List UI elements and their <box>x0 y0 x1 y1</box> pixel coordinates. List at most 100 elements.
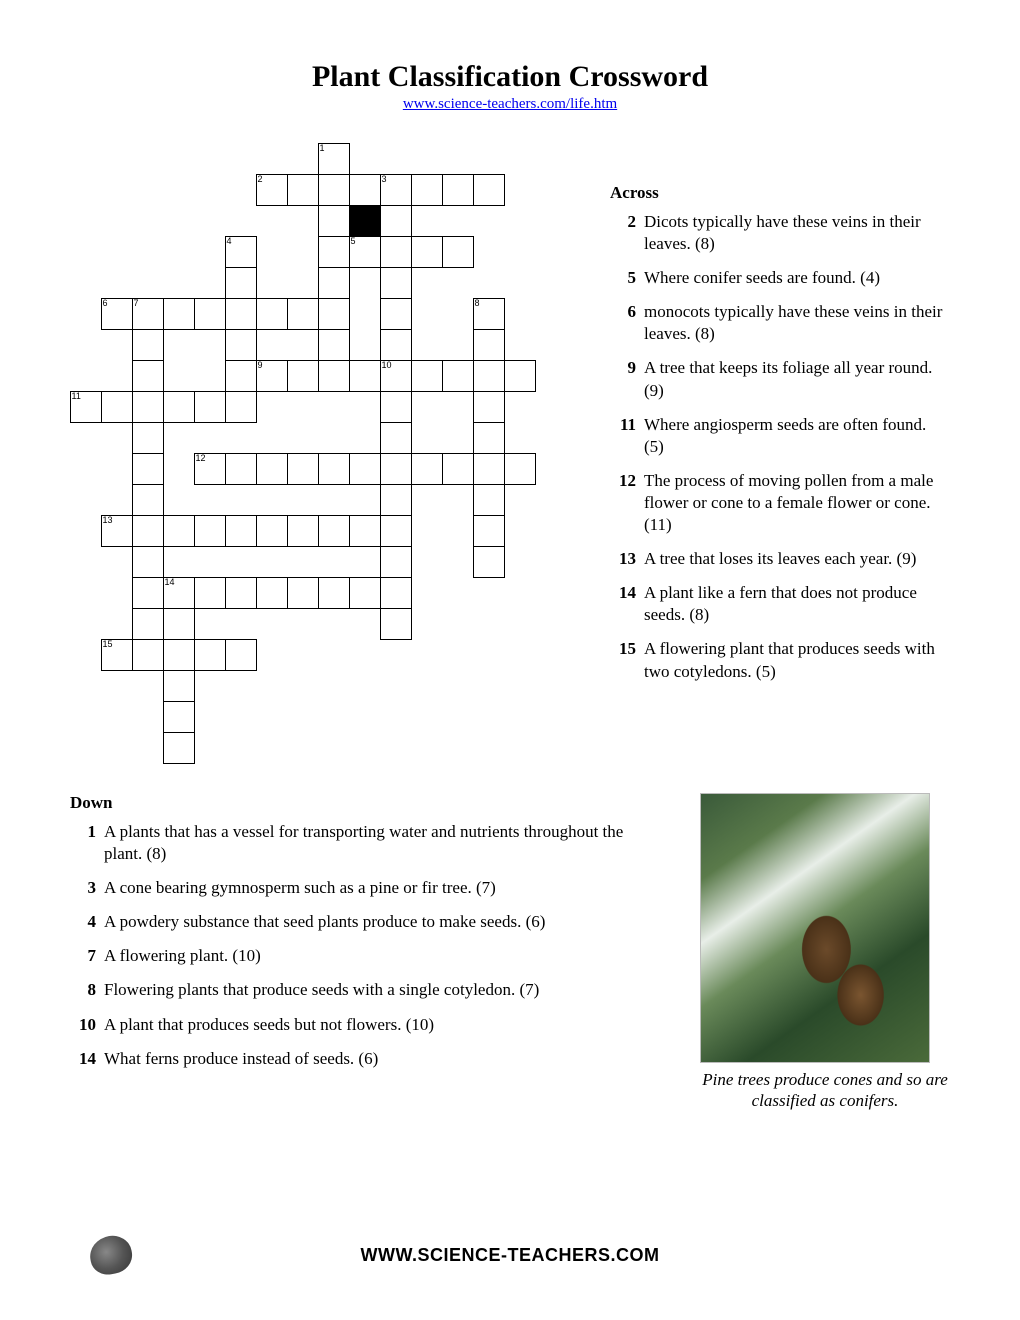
crossword-cell[interactable] <box>101 391 133 423</box>
crossword-cell[interactable] <box>256 577 288 609</box>
crossword-cell[interactable] <box>318 453 350 485</box>
crossword-cell[interactable] <box>287 453 319 485</box>
crossword-cell[interactable] <box>132 360 164 392</box>
crossword-cell[interactable] <box>473 422 505 454</box>
crossword-cell[interactable]: 12 <box>194 453 226 485</box>
crossword-cell[interactable] <box>256 298 288 330</box>
crossword-cell[interactable]: 9 <box>256 360 288 392</box>
crossword-cell[interactable] <box>380 608 412 640</box>
crossword-cell[interactable] <box>504 453 536 485</box>
crossword-cell[interactable] <box>225 267 257 299</box>
crossword-cell[interactable] <box>473 360 505 392</box>
crossword-cell[interactable]: 11 <box>70 391 102 423</box>
crossword-cell[interactable] <box>349 360 381 392</box>
crossword-cell[interactable] <box>411 236 443 268</box>
crossword-cell[interactable]: 4 <box>225 236 257 268</box>
crossword-cell[interactable] <box>442 453 474 485</box>
crossword-cell[interactable] <box>132 608 164 640</box>
crossword-cell[interactable] <box>132 329 164 361</box>
crossword-cell[interactable] <box>473 453 505 485</box>
crossword-cell[interactable] <box>225 515 257 547</box>
crossword-cell[interactable] <box>163 298 195 330</box>
crossword-cell[interactable] <box>349 174 381 206</box>
crossword-cell[interactable] <box>225 391 257 423</box>
crossword-cell[interactable] <box>225 453 257 485</box>
crossword-cell[interactable] <box>225 329 257 361</box>
crossword-cell[interactable] <box>380 391 412 423</box>
crossword-cell[interactable]: 1 <box>318 143 350 175</box>
crossword-cell[interactable] <box>132 422 164 454</box>
crossword-cell[interactable] <box>163 515 195 547</box>
crossword-cell[interactable] <box>473 546 505 578</box>
crossword-cell[interactable] <box>163 608 195 640</box>
crossword-cell[interactable] <box>318 205 350 237</box>
crossword-cell[interactable] <box>318 267 350 299</box>
crossword-cell[interactable] <box>163 701 195 733</box>
crossword-cell[interactable] <box>132 577 164 609</box>
crossword-cell[interactable]: 13 <box>101 515 133 547</box>
crossword-cell[interactable] <box>287 577 319 609</box>
crossword-cell[interactable] <box>194 515 226 547</box>
crossword-cell[interactable] <box>225 639 257 671</box>
crossword-cell[interactable] <box>380 298 412 330</box>
crossword-cell[interactable]: 7 <box>132 298 164 330</box>
crossword-cell[interactable] <box>194 391 226 423</box>
crossword-cell[interactable] <box>163 670 195 702</box>
crossword-cell[interactable] <box>349 453 381 485</box>
crossword-cell[interactable] <box>380 546 412 578</box>
crossword-cell[interactable] <box>194 577 226 609</box>
crossword-cell[interactable]: 2 <box>256 174 288 206</box>
crossword-cell[interactable] <box>287 515 319 547</box>
crossword-cell[interactable] <box>287 298 319 330</box>
crossword-cell[interactable] <box>318 360 350 392</box>
crossword-cell[interactable] <box>380 577 412 609</box>
crossword-cell[interactable] <box>225 577 257 609</box>
crossword-cell[interactable]: 15 <box>101 639 133 671</box>
crossword-cell[interactable] <box>442 360 474 392</box>
crossword-cell[interactable] <box>318 298 350 330</box>
crossword-cell[interactable] <box>318 236 350 268</box>
crossword-cell[interactable] <box>132 515 164 547</box>
crossword-cell[interactable] <box>287 174 319 206</box>
crossword-cell[interactable] <box>256 453 288 485</box>
crossword-cell[interactable] <box>380 267 412 299</box>
crossword-cell[interactable] <box>318 515 350 547</box>
crossword-cell[interactable] <box>349 515 381 547</box>
crossword-cell[interactable] <box>411 174 443 206</box>
crossword-cell[interactable] <box>380 515 412 547</box>
crossword-cell[interactable] <box>411 453 443 485</box>
crossword-cell[interactable] <box>163 639 195 671</box>
source-link[interactable]: www.science-teachers.com/life.htm <box>403 96 617 112</box>
crossword-cell[interactable] <box>411 360 443 392</box>
crossword-cell[interactable]: 14 <box>163 577 195 609</box>
crossword-cell[interactable]: 10 <box>380 360 412 392</box>
crossword-cell[interactable] <box>473 329 505 361</box>
crossword-cell[interactable] <box>349 205 381 237</box>
crossword-cell[interactable] <box>287 360 319 392</box>
crossword-cell[interactable] <box>473 174 505 206</box>
crossword-cell[interactable] <box>473 484 505 516</box>
crossword-cell[interactable] <box>132 546 164 578</box>
crossword-cell[interactable] <box>225 360 257 392</box>
crossword-cell[interactable] <box>473 515 505 547</box>
crossword-cell[interactable] <box>380 422 412 454</box>
crossword-cell[interactable] <box>442 174 474 206</box>
crossword-cell[interactable] <box>194 298 226 330</box>
crossword-cell[interactable] <box>380 484 412 516</box>
crossword-cell[interactable] <box>163 732 195 764</box>
crossword-cell[interactable]: 3 <box>380 174 412 206</box>
crossword-cell[interactable] <box>256 515 288 547</box>
crossword-cell[interactable] <box>442 236 474 268</box>
crossword-cell[interactable] <box>318 174 350 206</box>
crossword-cell[interactable] <box>380 236 412 268</box>
crossword-cell[interactable] <box>318 329 350 361</box>
crossword-cell[interactable] <box>318 577 350 609</box>
crossword-cell[interactable] <box>163 391 195 423</box>
crossword-cell[interactable]: 8 <box>473 298 505 330</box>
crossword-cell[interactable] <box>225 298 257 330</box>
crossword-cell[interactable] <box>132 453 164 485</box>
crossword-cell[interactable] <box>194 639 226 671</box>
crossword-cell[interactable] <box>380 329 412 361</box>
crossword-cell[interactable]: 6 <box>101 298 133 330</box>
crossword-cell[interactable] <box>380 453 412 485</box>
